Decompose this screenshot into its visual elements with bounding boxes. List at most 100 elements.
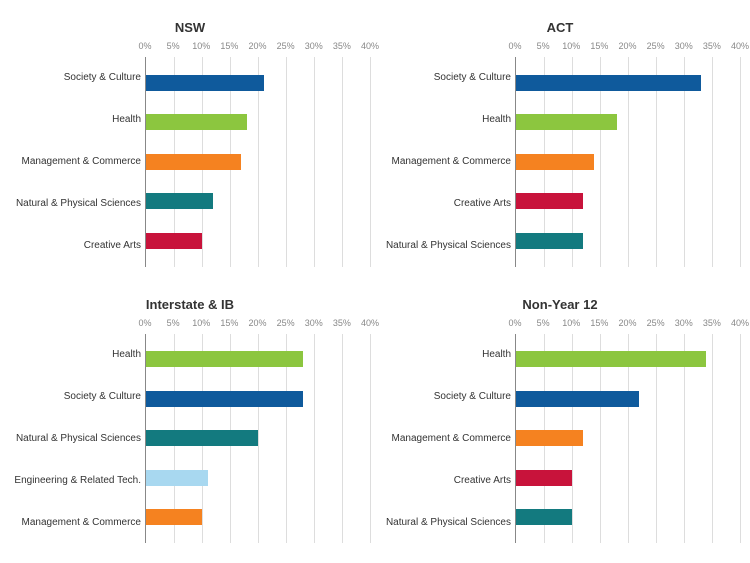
bar xyxy=(516,509,572,525)
x-tick-label: 0% xyxy=(508,41,521,51)
plot-area: 0%5%10%15%20%25%30%35%40% xyxy=(515,316,740,544)
x-tick-label: 40% xyxy=(731,318,749,328)
x-tick-label: 10% xyxy=(192,318,210,328)
x-tick-label: 10% xyxy=(562,318,580,328)
plot-area: 0%5%10%15%20%25%30%35%40% xyxy=(145,316,370,544)
category-label: Natural & Physical Sciences xyxy=(380,240,511,251)
chart-body: Health Society & Culture Natural & Physica… xyxy=(10,316,370,544)
x-tick-label: 15% xyxy=(590,41,608,51)
bar xyxy=(516,470,572,486)
bar xyxy=(516,154,594,170)
x-tick-label: 20% xyxy=(618,41,636,51)
x-tick-label: 15% xyxy=(220,318,238,328)
category-label: Health xyxy=(380,114,511,125)
chart-title: ACT xyxy=(380,20,740,35)
category-label: Engineering & Related Tech. xyxy=(10,475,141,486)
x-axis: 0%5%10%15%20%25%30%35%40% xyxy=(515,39,740,57)
y-axis-labels: HealthSociety & CultureManagement & Comm… xyxy=(380,316,515,544)
category-label: Society & Culture xyxy=(10,72,141,83)
x-tick-label: 30% xyxy=(305,41,323,51)
x-axis: 0%5%10%15%20%25%30%35%40% xyxy=(145,39,370,57)
category-label: Natural & Physical Sciences xyxy=(10,198,141,209)
chart-title: NSW xyxy=(10,20,370,35)
x-tick-label: 25% xyxy=(277,318,295,328)
x-tick-label: 25% xyxy=(277,41,295,51)
bar xyxy=(146,509,202,525)
chart-title: Interstate & IB xyxy=(10,297,370,312)
plot xyxy=(145,334,370,544)
x-tick-label: 15% xyxy=(590,318,608,328)
x-tick-label: 5% xyxy=(167,318,180,328)
x-tick-label: 35% xyxy=(333,41,351,51)
plot xyxy=(515,334,740,544)
x-tick-label: 0% xyxy=(508,318,521,328)
bar xyxy=(516,351,706,367)
bar xyxy=(146,114,247,130)
x-tick-label: 0% xyxy=(138,41,151,51)
category-label: Creative Arts xyxy=(10,240,141,251)
chart-body: HealthSociety & CultureManagement & Comm… xyxy=(380,316,740,544)
category-label: Society & Culture xyxy=(10,391,141,402)
bar xyxy=(146,430,258,446)
x-tick-label: 40% xyxy=(731,41,749,51)
bar xyxy=(146,470,208,486)
bar xyxy=(516,233,583,249)
x-tick-label: 10% xyxy=(562,41,580,51)
x-tick-label: 30% xyxy=(675,318,693,328)
category-label: Creative Arts xyxy=(380,198,511,209)
chart-grid: NSW Society & Culture Health Management & C… xyxy=(10,20,740,543)
category-label: Health xyxy=(10,114,141,125)
bar xyxy=(146,75,264,91)
chart-title: Non-Year 12 xyxy=(380,297,740,312)
bar xyxy=(146,351,303,367)
x-tick-label: 35% xyxy=(703,41,721,51)
bar xyxy=(516,114,617,130)
x-tick-label: 20% xyxy=(248,41,266,51)
x-tick-label: 30% xyxy=(675,41,693,51)
plot xyxy=(515,57,740,267)
plot-area: 0%5%10%15%20%25%30%35%40% xyxy=(145,39,370,267)
bar xyxy=(516,193,583,209)
x-tick-label: 5% xyxy=(537,41,550,51)
bar xyxy=(516,391,639,407)
x-tick-label: 40% xyxy=(361,41,379,51)
category-label: Society & Culture xyxy=(380,72,511,83)
chart-panel: Interstate & IB Health Society & Culture Na… xyxy=(10,297,370,544)
bar xyxy=(146,154,241,170)
category-label: Health xyxy=(380,349,511,360)
chart-panel: NSWSociety & CultureHealthManagement & C… xyxy=(10,20,370,267)
x-tick-label: 35% xyxy=(703,318,721,328)
gridline xyxy=(740,334,741,544)
gridline xyxy=(370,57,371,267)
x-tick-label: 20% xyxy=(618,318,636,328)
gridline xyxy=(370,334,371,544)
x-tick-label: 20% xyxy=(248,318,266,328)
x-tick-label: 0% xyxy=(138,318,151,328)
x-tick-label: 15% xyxy=(220,41,238,51)
category-label: Creative Arts xyxy=(380,475,511,486)
category-label: Natural & Physical Sciences xyxy=(380,517,511,528)
bars-container xyxy=(146,334,370,544)
bar xyxy=(146,391,303,407)
category-label: Health xyxy=(10,349,141,360)
category-label: Management & Commerce xyxy=(10,517,141,528)
bar xyxy=(146,233,202,249)
y-axis-labels: Society & CultureHealthManagement & Comm… xyxy=(10,39,145,267)
gridline xyxy=(740,57,741,267)
bar xyxy=(516,75,701,91)
x-tick-label: 40% xyxy=(361,318,379,328)
chart-panel: Non-Year 12HealthSociety & CultureManage… xyxy=(380,297,740,544)
chart-panel: ACTSociety & CultureHealthManagement & C… xyxy=(380,20,740,267)
x-axis: 0%5%10%15%20%25%30%35%40% xyxy=(515,316,740,334)
x-tick-label: 25% xyxy=(647,318,665,328)
x-tick-label: 30% xyxy=(305,318,323,328)
category-label: Society & Culture xyxy=(380,391,511,402)
x-tick-label: 35% xyxy=(333,318,351,328)
bar xyxy=(516,430,583,446)
y-axis-labels: Health Society & Culture Natural & Physica… xyxy=(10,316,145,544)
category-label: Natural & Physical Sciences xyxy=(10,433,141,444)
plot xyxy=(145,57,370,267)
x-tick-label: 5% xyxy=(537,318,550,328)
bar xyxy=(146,193,213,209)
x-tick-label: 10% xyxy=(192,41,210,51)
